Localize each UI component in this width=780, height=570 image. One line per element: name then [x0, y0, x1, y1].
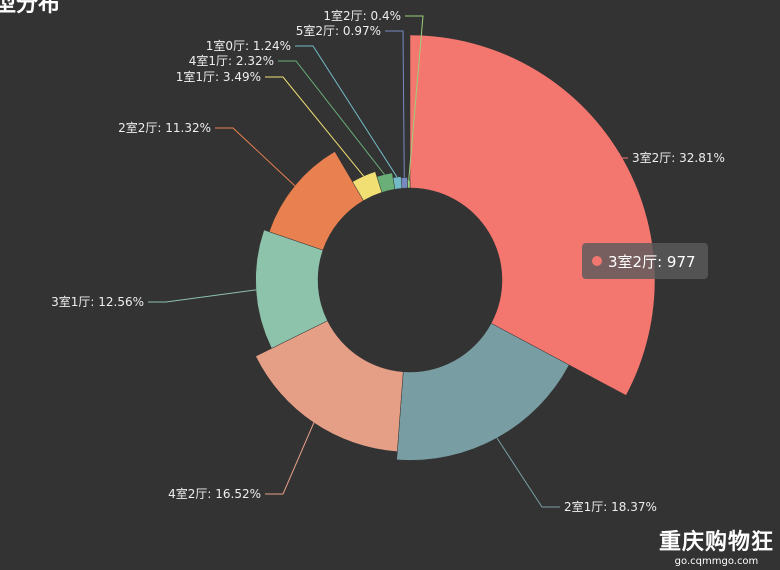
- slice-label: 2室1厅: 18.37%: [564, 499, 657, 514]
- slices-group: [255, 34, 656, 461]
- watermark-main: 重庆购物狂: [658, 530, 774, 555]
- watermark-logo: 重庆购物狂 go.cqmmgo.com: [659, 530, 774, 568]
- watermark-sub: go.cqmmgo.com: [674, 556, 759, 567]
- leader-line: [385, 30, 405, 178]
- tooltip-color-dot: [592, 256, 602, 266]
- pie-slice[interactable]: [407, 179, 411, 189]
- leader-line: [148, 289, 256, 303]
- slice-label: 4室1厅: 2.32%: [189, 53, 274, 68]
- leader-line: [405, 15, 424, 181]
- leader-line: [295, 45, 398, 178]
- leader-line: [265, 76, 364, 177]
- slice-label: 5室2厅: 0.97%: [296, 23, 381, 38]
- pie-slice[interactable]: [400, 177, 408, 189]
- chart-title: 型分布: [0, 0, 61, 17]
- leader-line: [215, 127, 296, 187]
- leader-lines-group: [148, 15, 628, 508]
- slice-label: 2室2厅: 11.32%: [118, 120, 211, 135]
- slice-label: 1室0厅: 1.24%: [206, 38, 291, 53]
- slice-label: 1室1厅: 3.49%: [176, 69, 261, 84]
- pie-slice[interactable]: [396, 323, 570, 461]
- leader-line: [609, 153, 628, 159]
- tooltip: 3室2厅: 977: [582, 243, 708, 279]
- slice-label: 3室2厅: 32.81%: [632, 150, 725, 165]
- leader-line: [496, 437, 560, 508]
- pie-slice[interactable]: [255, 320, 404, 452]
- labels-group: 3室2厅: 32.81% 2室1厅: 18.37% 4室2厅: 16.52% 3室1厅…: [51, 8, 725, 514]
- slice-label: 3室1厅: 12.56%: [51, 294, 144, 309]
- pie-slice[interactable]: [268, 151, 364, 251]
- pie-slice[interactable]: [409, 34, 656, 396]
- leader-line: [278, 60, 385, 175]
- leader-line: [265, 422, 315, 495]
- tooltip-text: 3室2厅: 977: [608, 252, 696, 271]
- pie-slice[interactable]: [255, 229, 328, 349]
- slice-label: 4室2厅: 16.52%: [168, 486, 261, 501]
- slice-label: 1室2厅: 0.4%: [323, 8, 401, 23]
